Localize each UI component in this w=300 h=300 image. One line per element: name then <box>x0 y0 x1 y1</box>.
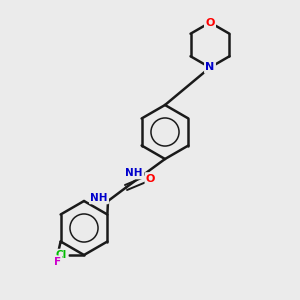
Text: Cl: Cl <box>56 250 67 260</box>
Text: NH: NH <box>125 168 143 178</box>
Text: O: O <box>205 17 215 28</box>
Text: N: N <box>206 62 214 73</box>
Text: F: F <box>54 256 61 267</box>
Text: NH: NH <box>90 193 108 203</box>
Text: O: O <box>146 173 155 184</box>
